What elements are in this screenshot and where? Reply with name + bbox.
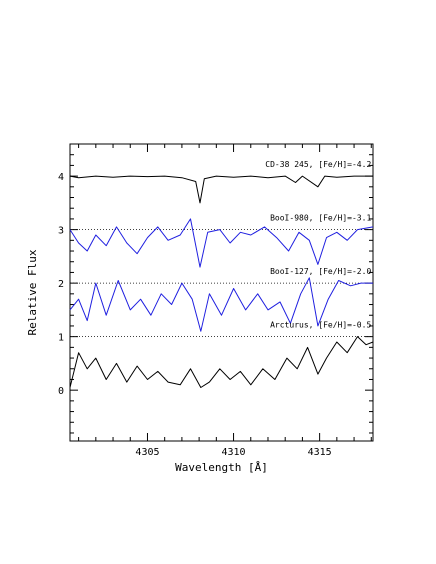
reference-lines xyxy=(70,229,373,338)
series-1: CD-38 245, [Fe/H]=-4.2 xyxy=(69,160,373,204)
series-label: CD-38 245, [Fe/H]=-4.2 xyxy=(265,160,371,169)
series-label: Arcturus, [Fe/H]=-0.5 xyxy=(270,321,371,330)
x-tick-label: 4310 xyxy=(222,447,246,458)
plot-frame xyxy=(69,143,374,442)
y-tick-label: 3 xyxy=(58,226,64,237)
series-3: BooI-127, [Fe/H]=-2.0 xyxy=(69,267,373,332)
series-label: BooI-980, [Fe/H]=-3.1 xyxy=(270,214,371,223)
y-axis-title: Relative Flux xyxy=(26,249,39,335)
x-axis-title: Wavelength [Å] xyxy=(175,461,268,474)
series-4: Arcturus, [Fe/H]=-0.5 xyxy=(69,321,374,388)
x-tick-label: 4305 xyxy=(135,447,159,458)
y-tick-label: 2 xyxy=(58,279,64,290)
spectrum-line xyxy=(69,336,374,388)
x-axis: 4305 4310 4315 xyxy=(78,144,372,458)
spectrum-line xyxy=(69,218,374,268)
y-axis: 0 1 2 3 4 xyxy=(58,143,373,434)
series-label: BooI-127, [Fe/H]=-2.0 xyxy=(270,267,371,276)
x-tick-label: 4315 xyxy=(308,447,332,458)
y-tick-label: 4 xyxy=(58,172,64,183)
y-tick-label: 0 xyxy=(58,386,64,397)
y-tick-label: 1 xyxy=(58,333,64,344)
spectrum-line xyxy=(69,277,373,332)
series-2: BooI-980, [Fe/H]=-3.1 xyxy=(69,214,374,268)
spectrum-line xyxy=(69,175,373,204)
